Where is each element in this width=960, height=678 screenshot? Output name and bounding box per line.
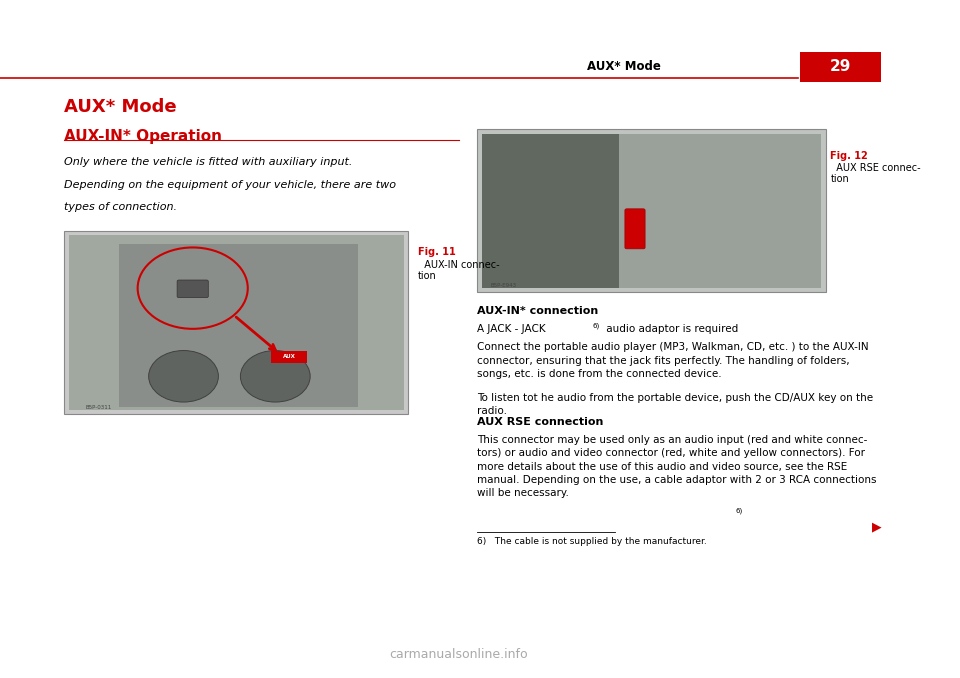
Text: AUX-IN* Operation: AUX-IN* Operation (64, 129, 222, 144)
Text: 6)   The cable is not supplied by the manufacturer.: 6) The cable is not supplied by the manu… (477, 537, 707, 546)
FancyBboxPatch shape (625, 209, 645, 249)
Text: 6): 6) (592, 322, 600, 329)
Text: Fig. 12: Fig. 12 (830, 151, 868, 161)
Text: 29: 29 (829, 59, 852, 75)
Text: ▶: ▶ (872, 520, 881, 533)
Text: AUX RSE connec-: AUX RSE connec- (830, 163, 921, 173)
FancyBboxPatch shape (477, 129, 826, 292)
FancyBboxPatch shape (482, 134, 821, 288)
Text: B5P-0311: B5P-0311 (85, 405, 111, 410)
Circle shape (240, 351, 310, 402)
FancyBboxPatch shape (119, 244, 358, 407)
Text: types of connection.: types of connection. (64, 202, 178, 212)
Text: Depending on the equipment of your vehicle, there are two: Depending on the equipment of your vehic… (64, 180, 396, 190)
Text: Fig. 11: Fig. 11 (418, 247, 455, 258)
Text: A JACK - JACK: A JACK - JACK (477, 324, 546, 334)
FancyBboxPatch shape (69, 235, 404, 410)
Text: audio adaptor is required: audio adaptor is required (603, 324, 738, 334)
FancyBboxPatch shape (64, 231, 408, 414)
Text: Connect the portable audio player (MP3, Walkman, CD, etc. ) to the AUX-IN
connec: Connect the portable audio player (MP3, … (477, 342, 869, 379)
Text: carmanualsonline.info: carmanualsonline.info (390, 648, 528, 661)
Text: tion: tion (418, 271, 436, 281)
Text: 6): 6) (735, 507, 742, 514)
Text: To listen tot he audio from the portable device, push the CD/AUX key on the
radi: To listen tot he audio from the portable… (477, 393, 874, 416)
Text: AUX* Mode: AUX* Mode (64, 98, 177, 117)
Text: Only where the vehicle is fitted with auxiliary input.: Only where the vehicle is fitted with au… (64, 157, 352, 167)
Text: AUX-IN connec-: AUX-IN connec- (418, 260, 499, 270)
FancyBboxPatch shape (482, 134, 619, 288)
Circle shape (149, 351, 218, 402)
Text: AUX-IN* connection: AUX-IN* connection (477, 306, 598, 317)
FancyBboxPatch shape (177, 280, 208, 298)
Text: AUX RSE connection: AUX RSE connection (477, 417, 604, 427)
Text: AUX: AUX (282, 354, 296, 359)
FancyBboxPatch shape (801, 52, 881, 82)
Text: AUX* Mode: AUX* Mode (587, 60, 660, 73)
FancyBboxPatch shape (271, 351, 307, 363)
Text: This connector may be used only as an audio input (red and white connec-
tors) o: This connector may be used only as an au… (477, 435, 876, 498)
Text: tion: tion (830, 174, 850, 184)
Text: B5P-E943: B5P-E943 (491, 283, 517, 288)
